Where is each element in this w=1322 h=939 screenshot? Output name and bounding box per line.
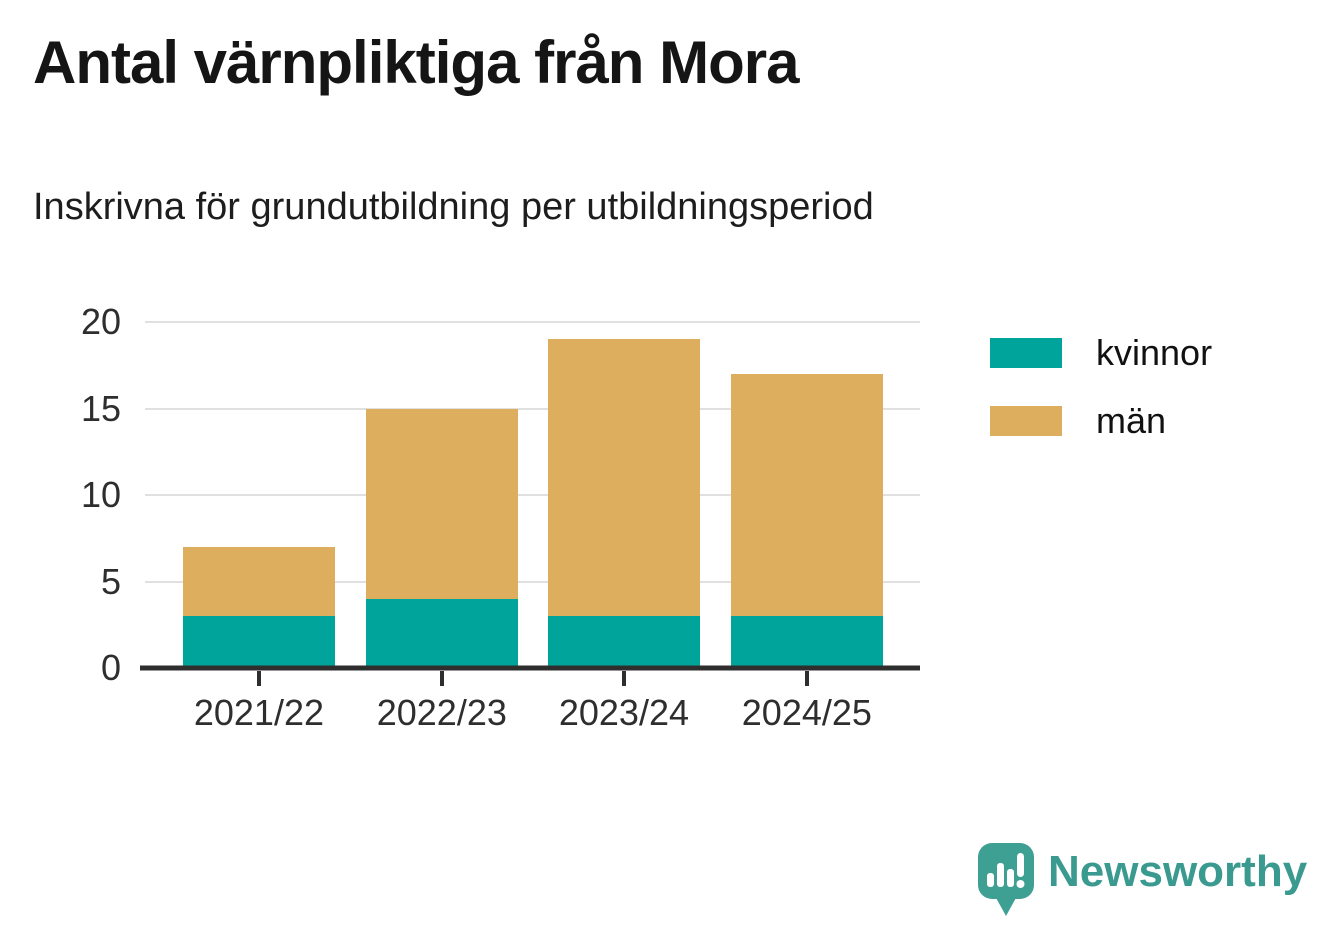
x-axis-tick — [256, 671, 261, 686]
bar-segment-män-2024-25 — [730, 373, 883, 617]
y-axis-tick-label: 0 — [100, 647, 121, 688]
legend-label-man: män — [1096, 400, 1167, 441]
y-axis-tick-label: 5 — [100, 560, 121, 602]
x-axis-tick-label: 2024/25 — [741, 692, 872, 733]
legend-swatch-man — [990, 406, 1062, 436]
gridline — [145, 321, 920, 323]
x-axis-tick-label: 2022/23 — [376, 692, 507, 733]
legend-label-kvinnor: kvinnor — [1096, 332, 1213, 373]
legend-item-man: män — [990, 400, 1212, 442]
brand-name: Newsworthy — [1048, 847, 1308, 896]
x-axis-tick-label: 2021/22 — [193, 692, 324, 733]
bar-segment-kvinnor-2022-23 — [365, 598, 518, 668]
y-axis-tick-label: 15 — [80, 387, 121, 429]
bar-segment-män-2023-24 — [548, 339, 700, 617]
chart-legend: kvinnor män — [990, 332, 1212, 468]
plot-area: 0 5 10 15 20 2021/22 2022/23 2023/24 2024/25 — [81, 304, 920, 733]
bar-segment-kvinnor-2021-22 — [182, 616, 335, 668]
x-axis-tick — [439, 671, 444, 686]
brand-footer: Newsworthy — [978, 843, 1307, 919]
legend-item-kvinnor: kvinnor — [990, 332, 1212, 374]
bar-segment-män-2021-22 — [182, 546, 335, 617]
chart-title: Antal värnpliktiga från Mora — [33, 29, 799, 96]
y-axis-tick-label: 10 — [80, 474, 121, 515]
x-axis-tick-label: 2023/24 — [558, 692, 690, 733]
gridline — [145, 407, 920, 410]
gridline — [145, 494, 920, 496]
bar-segment-kvinnor-2024-25 — [730, 616, 883, 668]
y-axis-tick-label: 20 — [80, 301, 121, 342]
chart-subtitle: Inskrivna för grundutbildning per utbild… — [33, 186, 874, 228]
x-axis-tick — [621, 671, 626, 686]
x-axis-tick — [804, 671, 809, 686]
gridline — [145, 580, 920, 583]
bar-segment-kvinnor-2023-24 — [548, 616, 700, 668]
legend-swatch-kvinnor — [990, 338, 1062, 368]
bar-segment-män-2022-23 — [365, 408, 518, 599]
newsworthy-logo-icon — [978, 843, 1034, 916]
x-axis-line — [140, 665, 920, 671]
